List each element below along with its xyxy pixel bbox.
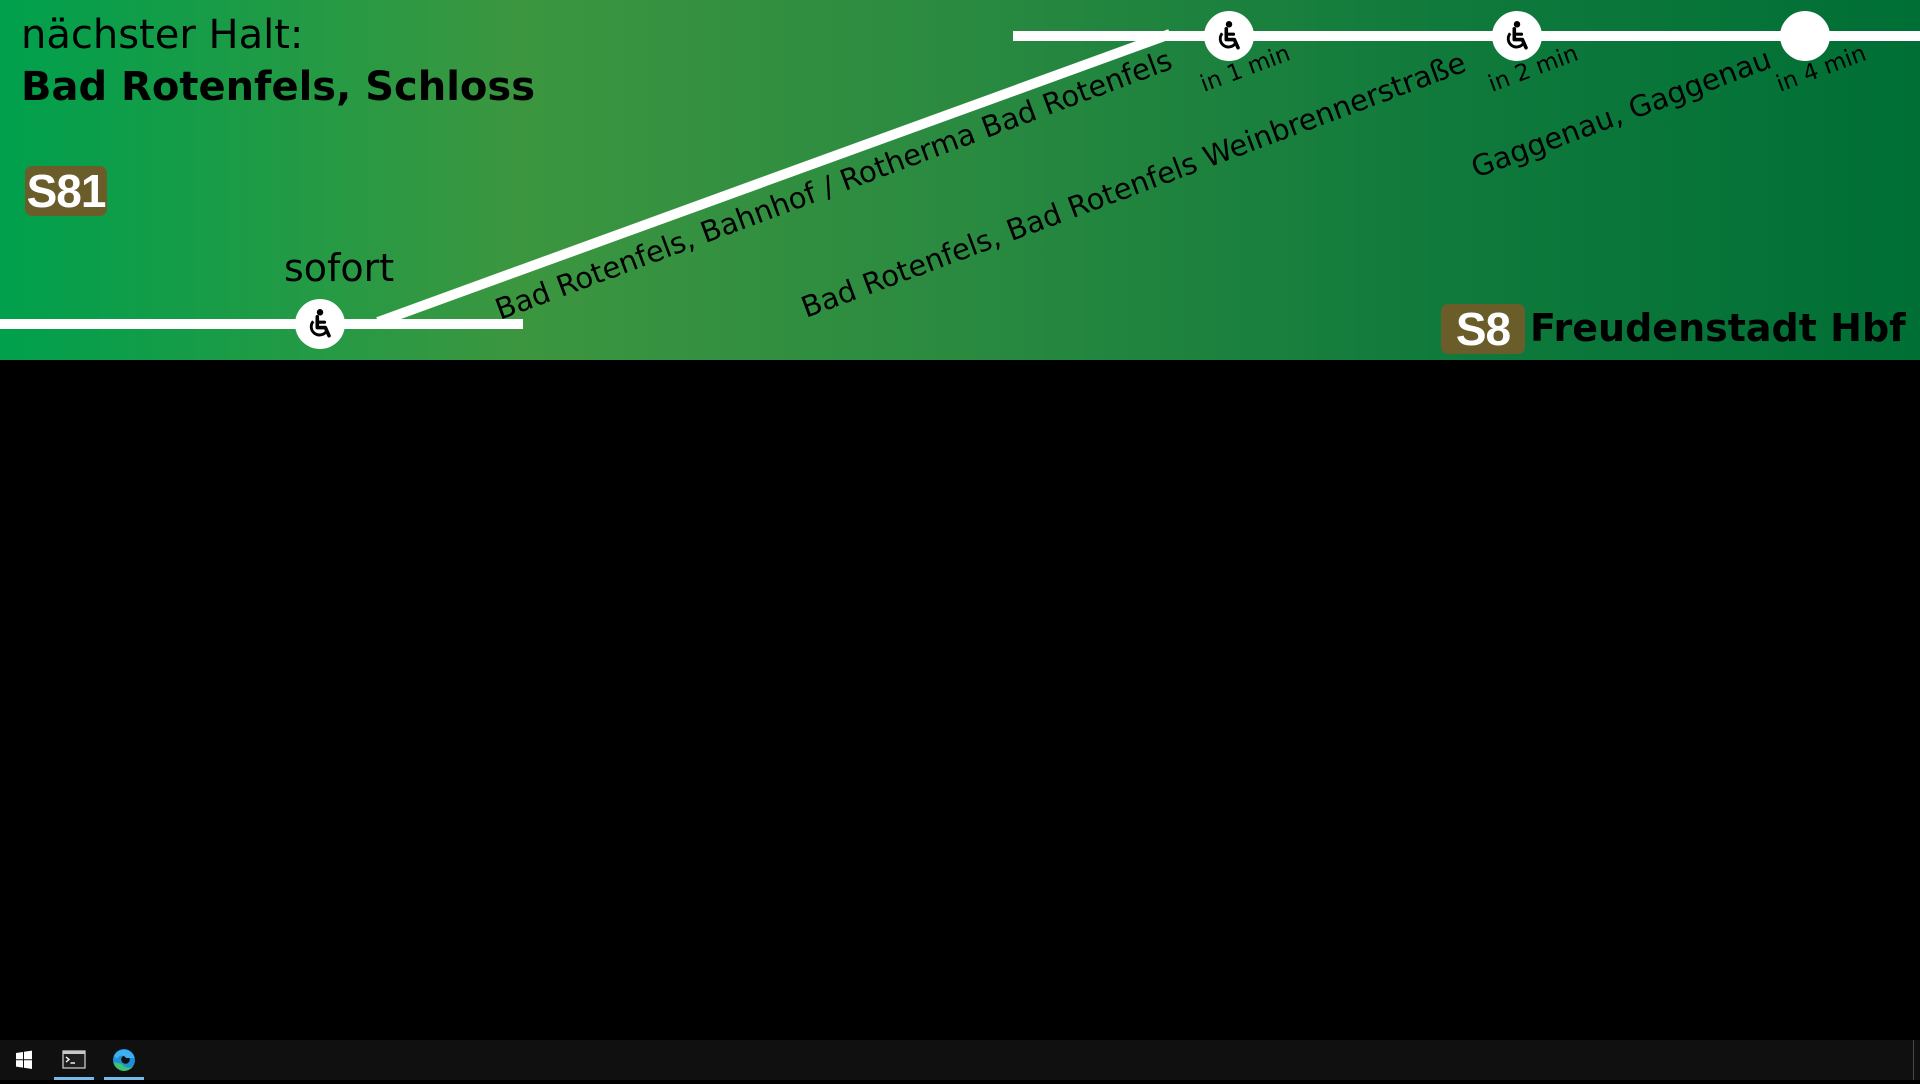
windows-logo-icon bbox=[16, 1050, 32, 1069]
stop-marker-3 bbox=[1780, 11, 1830, 61]
start-button[interactable] bbox=[0, 1040, 48, 1080]
line-badge-current: S81 bbox=[25, 165, 107, 217]
route-diagram: sofort Bad Rotenfels, Bahnhof / Rotherma… bbox=[0, 11, 1920, 349]
next-stop-name: Bad Rotenfels, Schloss bbox=[21, 64, 536, 110]
edge-browser-icon bbox=[113, 1049, 135, 1071]
taskbar bbox=[0, 1040, 1920, 1080]
line-badge-destination: S8 bbox=[1441, 304, 1525, 354]
current-stop-marker bbox=[295, 299, 345, 349]
destination-name: Freudenstadt Hbf bbox=[1530, 306, 1906, 350]
stop-marker-1 bbox=[1204, 11, 1254, 61]
stop-marker-2 bbox=[1492, 11, 1542, 61]
terminal-taskbar-button[interactable] bbox=[50, 1040, 98, 1080]
current-stop-time: sofort bbox=[284, 246, 394, 290]
edge-taskbar-button[interactable] bbox=[100, 1040, 148, 1080]
terminal-icon bbox=[62, 1050, 86, 1069]
passenger-info-display: sofort Bad Rotenfels, Bahnhof / Rotherma… bbox=[0, 0, 1920, 360]
active-indicator bbox=[54, 1077, 94, 1080]
next-stop-label: nächster Halt: bbox=[21, 12, 304, 58]
active-indicator bbox=[104, 1077, 144, 1080]
route-line-diagonal bbox=[376, 29, 1172, 327]
show-desktop-button[interactable] bbox=[1913, 1040, 1920, 1080]
